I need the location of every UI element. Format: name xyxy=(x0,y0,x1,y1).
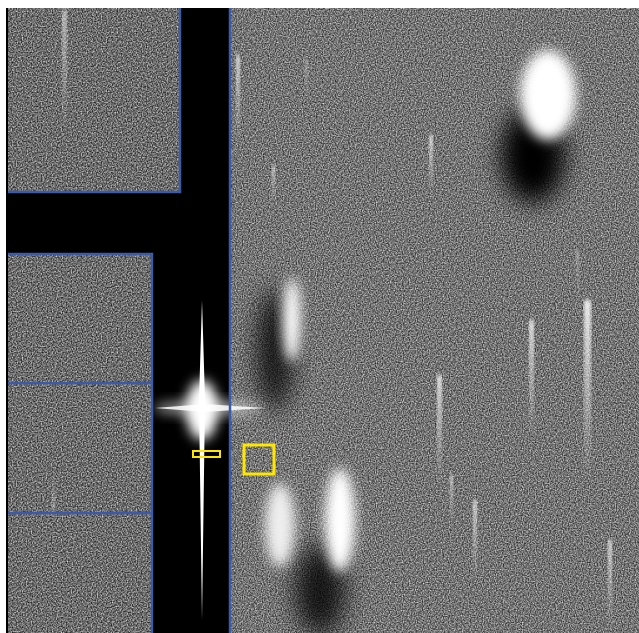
panel-border xyxy=(8,252,154,633)
panel-border xyxy=(8,8,182,194)
streaks xyxy=(236,55,612,630)
bright-blob xyxy=(283,278,301,362)
marker-box xyxy=(242,443,276,476)
marker-box xyxy=(192,450,221,458)
streak xyxy=(608,540,612,630)
streak xyxy=(236,55,240,145)
streak xyxy=(272,165,275,205)
star-core xyxy=(186,380,218,440)
bright-blob xyxy=(265,483,295,567)
panel-3-noise xyxy=(8,513,152,633)
panel-1-noise xyxy=(8,254,152,383)
shadow xyxy=(295,545,345,633)
streak xyxy=(529,320,534,440)
star-spike xyxy=(199,300,205,620)
streak xyxy=(305,60,308,100)
streak xyxy=(62,10,67,130)
streak xyxy=(437,375,442,485)
streak xyxy=(473,500,477,580)
streak xyxy=(576,250,579,300)
bright-blob xyxy=(325,468,355,572)
star xyxy=(153,300,265,620)
streak xyxy=(450,475,453,525)
streak xyxy=(52,470,55,510)
panel-2-noise xyxy=(8,383,152,513)
panel-top-noise xyxy=(8,8,180,192)
streak xyxy=(429,135,433,195)
streak xyxy=(584,300,591,480)
bright-blob xyxy=(520,50,576,140)
panel-borders xyxy=(8,8,232,633)
